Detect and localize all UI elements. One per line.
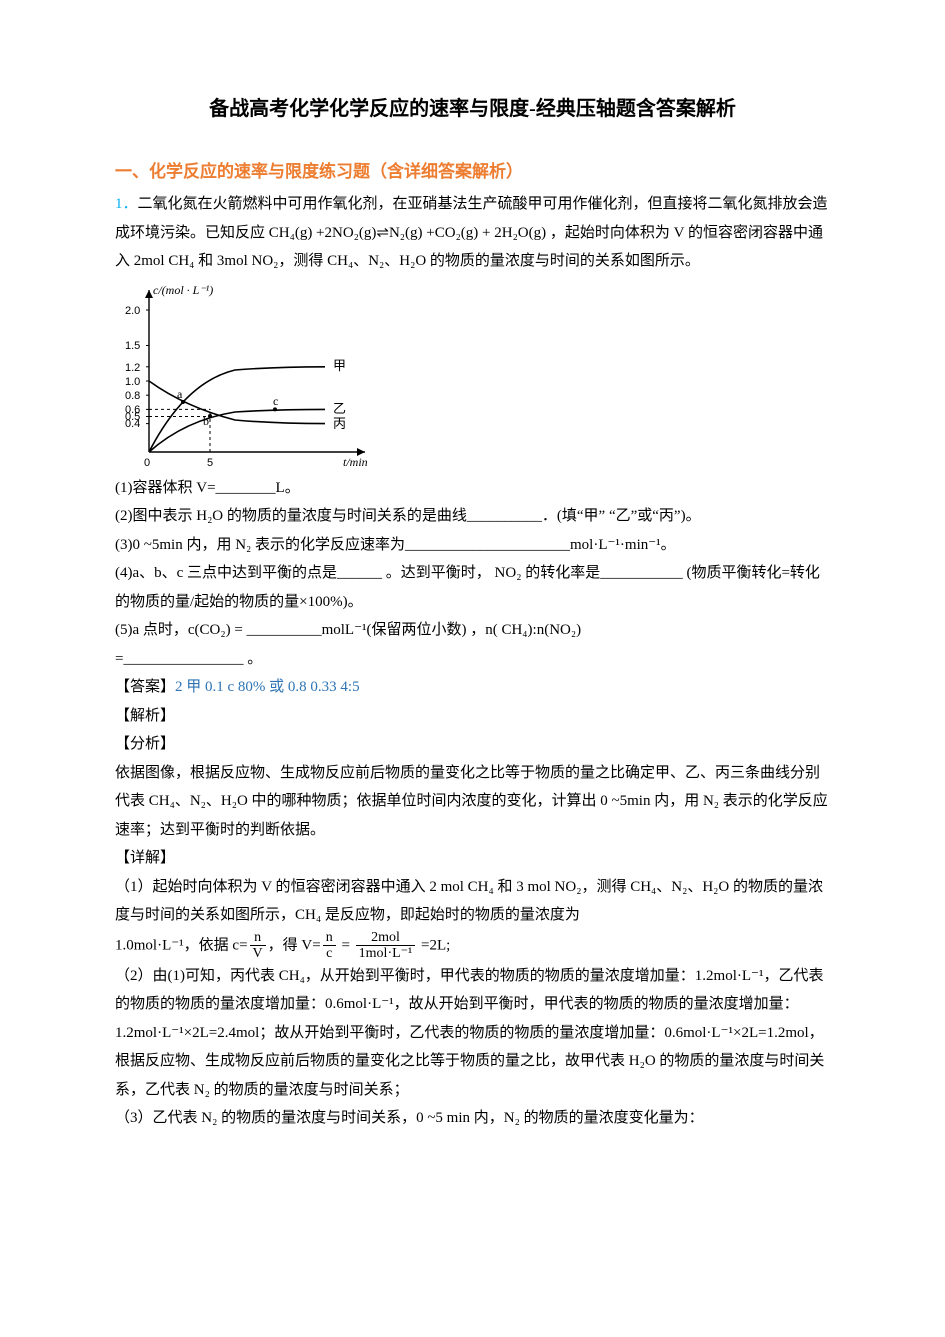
d1b-mid2: = xyxy=(338,937,354,953)
frac-n-over-V: nV xyxy=(250,930,266,962)
answer-label: 【答案】 xyxy=(115,679,175,695)
svg-text:c: c xyxy=(273,394,278,408)
svg-text:0.6: 0.6 xyxy=(125,404,140,416)
q3: (3)0 ~5min 内，用 N₂ 表示的化学反应速率为____________… xyxy=(115,531,830,560)
svg-text:乙: 乙 xyxy=(333,401,346,416)
svg-text:1.2: 1.2 xyxy=(125,362,140,374)
svg-text:5: 5 xyxy=(207,457,213,469)
svg-text:0.8: 0.8 xyxy=(125,390,140,402)
detail-1a: （1）起始时向体积为 V 的恒容密闭容器中通入 2 mol CH₄ 和 3 mo… xyxy=(115,873,830,930)
d1b-pre: 1.0mol·L⁻¹，依据 c= xyxy=(115,937,248,953)
answer-line: 【答案】2 甲 0.1 c 80% 或 0.8 0.33 4:5 xyxy=(115,673,830,702)
question-intro: 1．二氧化氮在火箭燃料中可用作氧化剂，在亚硝基法生产硫酸甲可用作催化剂，但直接将… xyxy=(115,190,830,276)
svg-text:1.0: 1.0 xyxy=(125,376,140,388)
section-header: 一、化学反应的速率与限度练习题（含详细答案解析） xyxy=(115,156,830,188)
detail-2: （2）由(1)可知，丙代表 CH₄，从开始到平衡时，甲代表的物质的物质的量浓度增… xyxy=(115,962,830,1105)
svg-text:丙: 丙 xyxy=(333,416,346,431)
q2: (2)图中表示 H₂O 的物质的量浓度与时间关系的是曲线__________．(… xyxy=(115,502,830,531)
svg-text:t/min: t/min xyxy=(343,455,368,469)
d1b-mid1: ，得 V= xyxy=(268,937,321,953)
q1: (1)容器体积 V=________L。 xyxy=(115,474,830,503)
answer-values: 2 甲 0.1 c 80% 或 0.8 0.33 4:5 xyxy=(175,679,360,695)
intro-text: 二氧化氮在火箭燃料中可用作氧化剂，在亚硝基法生产硫酸甲可用作催化剂，但直接将二氧… xyxy=(115,196,828,269)
svg-text:2.0: 2.0 xyxy=(125,305,140,317)
frac-n-over-c: nc xyxy=(323,930,336,962)
svg-text:c/(mol · L⁻¹): c/(mol · L⁻¹) xyxy=(153,283,213,297)
fenxi-label: 【分析】 xyxy=(115,730,830,759)
question-number: 1． xyxy=(115,196,138,212)
svg-text:a: a xyxy=(177,387,183,401)
svg-text:甲: 甲 xyxy=(333,358,346,373)
q5a: (5)a 点时，c(CO₂) = __________molL⁻¹(保留两位小数… xyxy=(115,616,830,645)
svg-text:1.5: 1.5 xyxy=(125,340,140,352)
svg-text:0: 0 xyxy=(144,457,150,469)
concentration-time-chart: 0.4 0.5 0.6 0.8 1.0 1.2 1.5 2.0 5 0 xyxy=(115,282,830,472)
d1b-post: =2L; xyxy=(417,937,450,953)
q4: (4)a、b、c 三点中达到平衡的点是______ 。达到平衡时， NO₂ 的转… xyxy=(115,559,830,616)
page-title: 备战高考化学化学反应的速率与限度-经典压轴题含答案解析 xyxy=(115,90,830,128)
chart-svg: 0.4 0.5 0.6 0.8 1.0 1.2 1.5 2.0 5 0 xyxy=(115,282,375,472)
detail-1b: 1.0mol·L⁻¹，依据 c=nV，得 V=nc = 2mol1mol·L⁻¹… xyxy=(115,930,830,962)
xiangjie-label: 【详解】 xyxy=(115,844,830,873)
detail-3: （3）乙代表 N₂ 的物质的量浓度与时间关系，0 ~5 min 内，N₂ 的物质… xyxy=(115,1104,830,1133)
frac-2mol: 2mol1mol·L⁻¹ xyxy=(356,930,416,962)
fenxi-body: 依据图像，根据反应物、生成物反应前后物质的量变化之比等于物质的量之比确定甲、乙、… xyxy=(115,759,830,845)
jiexi-label: 【解析】 xyxy=(115,702,830,731)
q5b: =________________ 。 xyxy=(115,645,830,674)
